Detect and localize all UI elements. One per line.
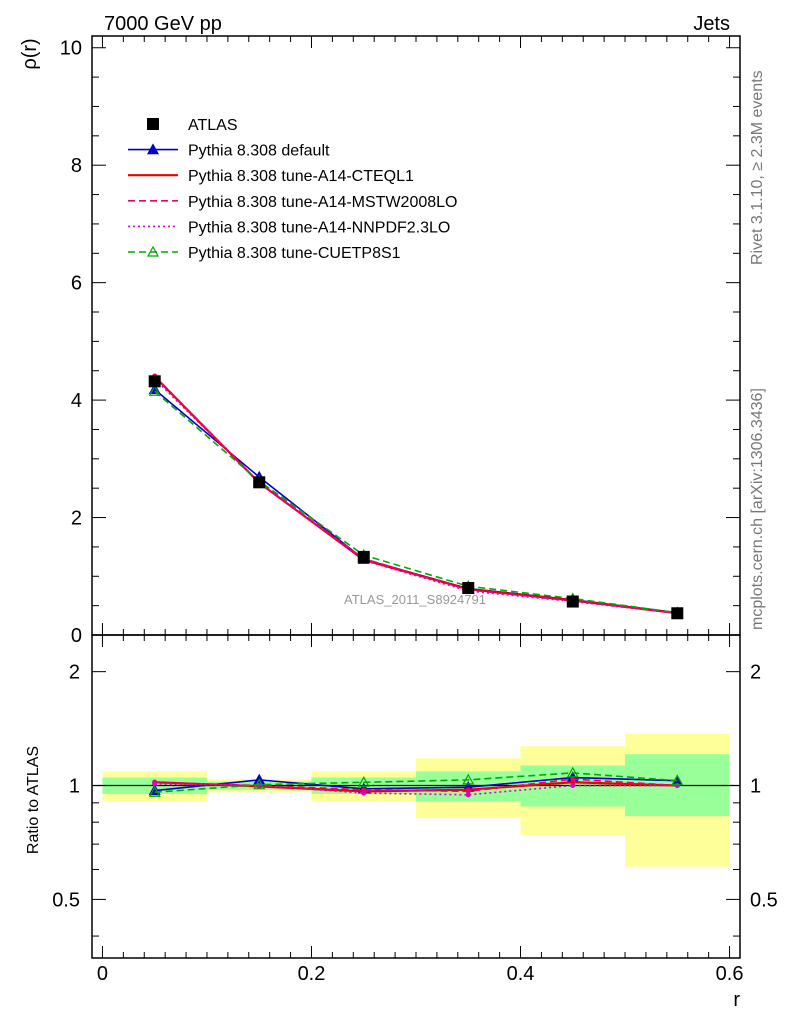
legend-label-0: ATLAS — [188, 117, 238, 134]
ratio-xtick-label: 0.2 — [298, 963, 326, 985]
main-ytick-label: 10 — [60, 38, 82, 60]
ratio-bands — [102, 734, 729, 867]
main-ylabel: ρ(r) — [19, 38, 41, 69]
ratio-xtick-label: 0.4 — [507, 963, 535, 985]
ratio-ytick-label-right: 2 — [750, 662, 761, 684]
main-mc-series-3-line — [155, 379, 678, 613]
ratio-series-3-marker — [570, 783, 575, 788]
ratio-xtick-label: 0.6 — [716, 963, 744, 985]
main-mc-series-0-line — [155, 390, 678, 613]
main-mc-series-4-line — [155, 391, 678, 612]
main-ytick-label: 0 — [71, 625, 82, 647]
ratio-xlabel: r — [733, 989, 740, 1011]
main-data-series-0-point — [149, 375, 161, 387]
main-ytick-label: 8 — [71, 155, 82, 177]
main-ytick-label: 2 — [71, 508, 82, 530]
ratio-ylabel: Ratio to ATLAS — [25, 746, 42, 854]
ratio-series-3-marker — [466, 792, 471, 797]
ratio-series-3-marker — [152, 781, 157, 786]
ratio-series-3-marker — [675, 783, 680, 788]
legend-label-4: Pythia 8.308 tune-A14-NNPDF2.3LO — [188, 219, 450, 236]
ratio-ytick-label: 0.5 — [52, 889, 80, 911]
ratio-ytick-label-right: 1 — [750, 776, 761, 798]
mcplots-label: mcplots.cern.ch [arXiv:1306.3436] — [749, 388, 766, 630]
ratio-ytick-label: 2 — [69, 662, 80, 684]
ratio-series-3-marker — [361, 791, 366, 796]
header-left: 7000 GeV pp — [104, 13, 222, 35]
legend-marker-0 — [147, 118, 159, 130]
main-mc-series-2-line — [155, 376, 678, 613]
rivet-label: Rivet 3.1.10, ≥ 2.3M events — [749, 70, 766, 265]
main-mc-series-1-line — [155, 377, 678, 614]
chart-canvas: 7000 GeV pp Jets ρ(r) Ratio to ATLAS r R… — [0, 0, 786, 1024]
analysis-watermark: ATLAS_2011_S8924791 — [344, 592, 486, 607]
ratio-ytick-label-right: 0.5 — [750, 889, 778, 911]
main-ytick-label: 4 — [71, 390, 82, 412]
main-panel: 0 2 4 6 8 10 — [60, 36, 740, 647]
header-right: Jets — [693, 13, 730, 35]
main-ytick-label: 6 — [71, 273, 82, 295]
main-data-series-0-point — [358, 551, 370, 563]
main-data-series-0-point — [253, 476, 265, 488]
legend-label-1: Pythia 8.308 default — [188, 143, 330, 160]
legend-label-5: Pythia 8.308 tune-CUETP8S1 — [188, 245, 401, 262]
main-data-series-0-point — [671, 607, 683, 619]
legend-label-3: Pythia 8.308 tune-A14-MSTW2008LO — [188, 194, 457, 211]
legend-label-2: Pythia 8.308 tune-A14-CTEQL1 — [188, 168, 414, 185]
legend: ATLAS Pythia 8.308 default Pythia 8.308 tu… — [128, 117, 457, 262]
ratio-xtick-label: 0 — [97, 963, 108, 985]
main-data-series-0-point — [567, 596, 579, 608]
ratio-ytick-label: 1 — [69, 776, 80, 798]
